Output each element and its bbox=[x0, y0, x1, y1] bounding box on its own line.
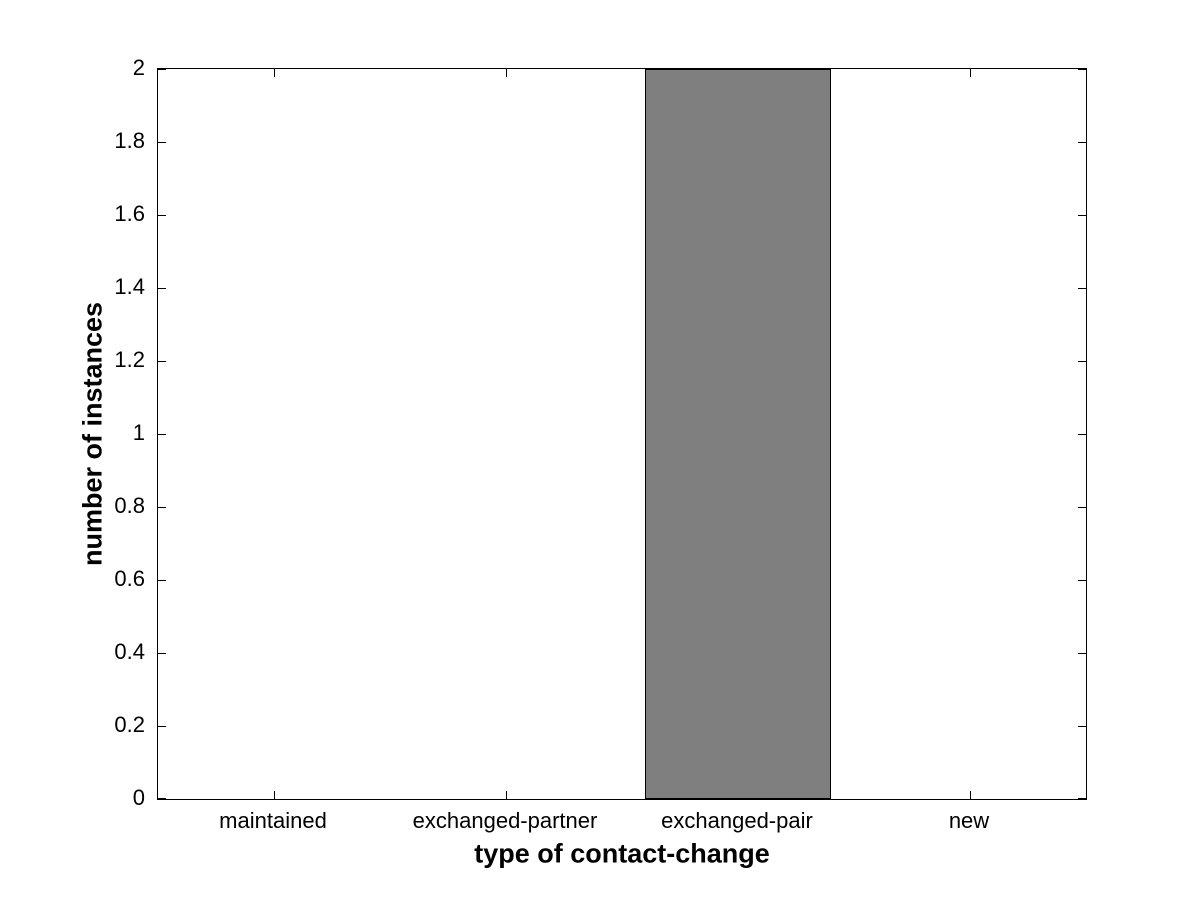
y-tick-right bbox=[1078, 507, 1086, 508]
y-tick-left bbox=[158, 69, 166, 70]
y-tick-label: 1.6 bbox=[114, 201, 145, 226]
plot-area bbox=[157, 68, 1087, 800]
x-tick-top bbox=[274, 69, 275, 77]
y-axis-label: number of instances bbox=[77, 301, 108, 567]
y-tick-right bbox=[1078, 142, 1086, 143]
x-tick-top bbox=[970, 69, 971, 77]
y-tick-label: 2 bbox=[132, 55, 145, 80]
y-tick-left bbox=[158, 726, 166, 727]
x-tick-label: new bbox=[948, 808, 990, 833]
y-tick-right bbox=[1078, 653, 1086, 654]
y-tick-left bbox=[158, 798, 166, 799]
x-axis-label: type of contact-change bbox=[474, 838, 770, 869]
y-tick-label: 0 bbox=[132, 785, 145, 810]
y-tick-right bbox=[1078, 580, 1086, 581]
y-tick-label: 0.4 bbox=[114, 639, 145, 664]
y-tick-right bbox=[1078, 288, 1086, 289]
y-tick-label: 0.2 bbox=[114, 712, 145, 737]
y-tick-left bbox=[158, 215, 166, 216]
x-tick-label: exchanged-pair bbox=[661, 808, 813, 833]
y-tick-left bbox=[158, 361, 166, 362]
y-tick-left bbox=[158, 288, 166, 289]
y-tick-left bbox=[158, 434, 166, 435]
x-tick-label: maintained bbox=[219, 808, 327, 833]
x-tick-top bbox=[506, 69, 507, 77]
y-tick-right bbox=[1078, 726, 1086, 727]
y-tick-label: 1.2 bbox=[114, 347, 145, 372]
y-tick-label: 1.4 bbox=[114, 274, 145, 299]
y-tick-label: 1.8 bbox=[114, 128, 145, 153]
y-tick-right bbox=[1078, 361, 1086, 362]
y-tick-right bbox=[1078, 434, 1086, 435]
x-tick-label: exchanged-partner bbox=[412, 808, 598, 833]
y-tick-label: 1 bbox=[132, 420, 145, 445]
x-tick-bottom bbox=[274, 791, 275, 799]
y-tick-left bbox=[158, 507, 166, 508]
y-tick-left bbox=[158, 580, 166, 581]
y-tick-right bbox=[1078, 215, 1086, 216]
y-tick-right bbox=[1078, 798, 1086, 799]
y-tick-left bbox=[158, 653, 166, 654]
y-tick-label: 0.6 bbox=[114, 566, 145, 591]
y-tick-right bbox=[1078, 69, 1086, 70]
y-tick-left bbox=[158, 142, 166, 143]
x-tick-bottom bbox=[506, 791, 507, 799]
bar bbox=[645, 69, 831, 799]
y-tick-label: 0.8 bbox=[114, 493, 145, 518]
x-tick-bottom bbox=[970, 791, 971, 799]
